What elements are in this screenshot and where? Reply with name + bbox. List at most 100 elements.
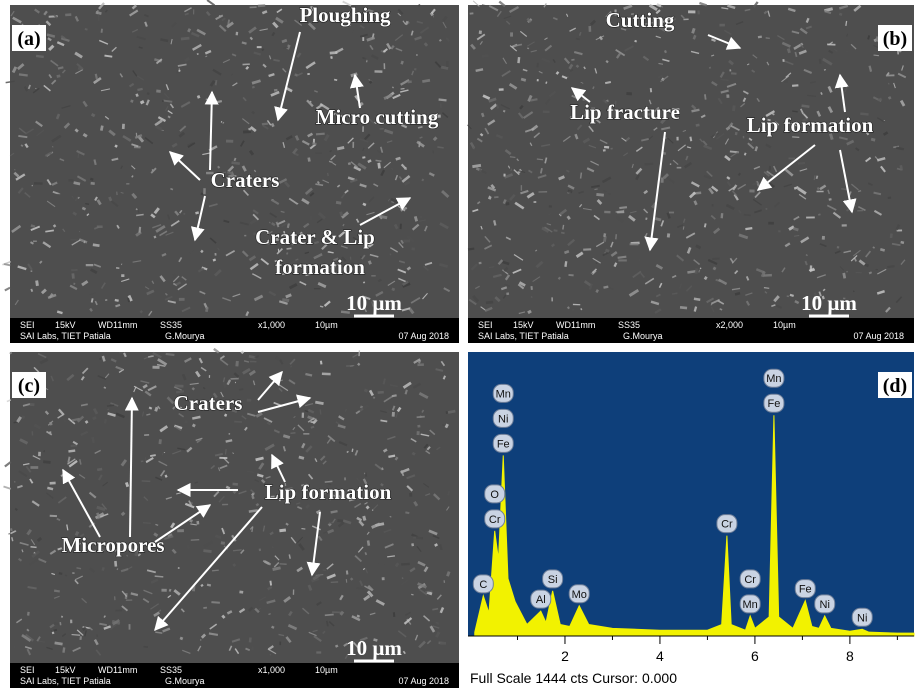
texture	[201, 251, 203, 252]
texture	[518, 57, 519, 63]
texture	[226, 487, 230, 489]
texture	[330, 53, 338, 54]
texture	[166, 354, 175, 355]
texture	[379, 163, 380, 169]
texture	[21, 145, 22, 146]
peak-label: Si	[548, 574, 558, 586]
texture	[250, 638, 251, 643]
texture	[392, 87, 393, 88]
texture	[186, 421, 187, 424]
info-text: SEI	[20, 665, 35, 675]
texture	[233, 550, 242, 551]
texture	[364, 390, 367, 391]
info-text: 10µm	[315, 320, 338, 330]
texture	[133, 404, 134, 408]
texture	[396, 457, 398, 460]
texture	[432, 609, 438, 610]
texture	[350, 366, 354, 367]
texture	[366, 472, 367, 476]
texture	[349, 162, 350, 164]
texture	[531, 297, 532, 298]
texture	[406, 21, 408, 25]
x-tick-label: 6	[751, 648, 759, 664]
texture	[68, 451, 75, 452]
texture	[193, 424, 194, 427]
texture	[112, 159, 119, 161]
texture	[840, 13, 841, 15]
texture	[262, 11, 267, 13]
texture	[283, 47, 288, 48]
texture	[814, 175, 815, 180]
texture	[150, 455, 156, 456]
texture	[192, 417, 200, 419]
texture	[358, 363, 359, 365]
texture	[305, 374, 312, 376]
texture	[311, 427, 314, 428]
texture	[396, 563, 398, 566]
texture	[131, 593, 138, 595]
texture	[75, 129, 78, 131]
texture	[32, 185, 33, 186]
texture	[877, 36, 878, 41]
texture	[93, 417, 96, 419]
texture	[239, 389, 243, 390]
texture	[468, 249, 474, 250]
texture	[360, 407, 362, 408]
texture	[59, 573, 62, 574]
texture	[93, 437, 94, 443]
peak-label: C	[479, 579, 487, 591]
texture	[100, 358, 101, 359]
texture	[700, 268, 701, 269]
texture	[83, 627, 86, 630]
texture	[103, 356, 105, 361]
texture	[412, 453, 415, 455]
texture	[107, 405, 114, 406]
texture	[873, 247, 875, 248]
texture	[705, 223, 706, 227]
texture	[402, 578, 403, 579]
texture	[847, 271, 848, 272]
texture	[160, 439, 161, 444]
texture	[712, 258, 719, 259]
texture	[286, 523, 287, 525]
info-text: x2,000	[716, 320, 743, 330]
texture	[356, 588, 364, 589]
annotation: Craters	[174, 391, 243, 415]
texture	[439, 99, 447, 100]
texture	[273, 60, 279, 61]
texture	[792, 111, 798, 112]
texture	[296, 74, 297, 76]
info-text: G.Mourya	[623, 331, 663, 341]
texture	[226, 449, 227, 454]
texture	[233, 564, 235, 566]
texture	[695, 307, 696, 312]
texture	[30, 547, 36, 548]
texture	[858, 191, 861, 192]
info-text: SEI	[478, 320, 493, 330]
texture	[290, 366, 292, 367]
figure: SEI15kVWD11mmSS35x1,00010µmSAI Labs, TIE…	[0, 0, 919, 688]
texture	[670, 164, 671, 165]
texture	[868, 35, 869, 39]
info-text: SS35	[618, 320, 640, 330]
sem-panel: SEI15kVWD11mmSS35x1,00010µmSAI Labs, TIE…	[4, 349, 459, 688]
texture	[504, 110, 505, 112]
info-text: SS35	[160, 320, 182, 330]
annotation: Craters	[211, 168, 280, 192]
texture	[155, 576, 164, 577]
texture	[109, 197, 111, 201]
texture	[336, 202, 341, 203]
peak-label: O	[490, 489, 499, 501]
texture	[448, 411, 456, 412]
texture	[31, 226, 35, 227]
texture	[201, 193, 203, 194]
texture	[90, 179, 93, 180]
texture	[85, 29, 88, 30]
texture	[552, 244, 555, 246]
texture	[262, 49, 263, 51]
texture	[596, 262, 597, 264]
texture	[603, 287, 608, 288]
texture	[366, 507, 368, 509]
info-text: 15kV	[55, 665, 76, 675]
texture	[444, 376, 445, 380]
